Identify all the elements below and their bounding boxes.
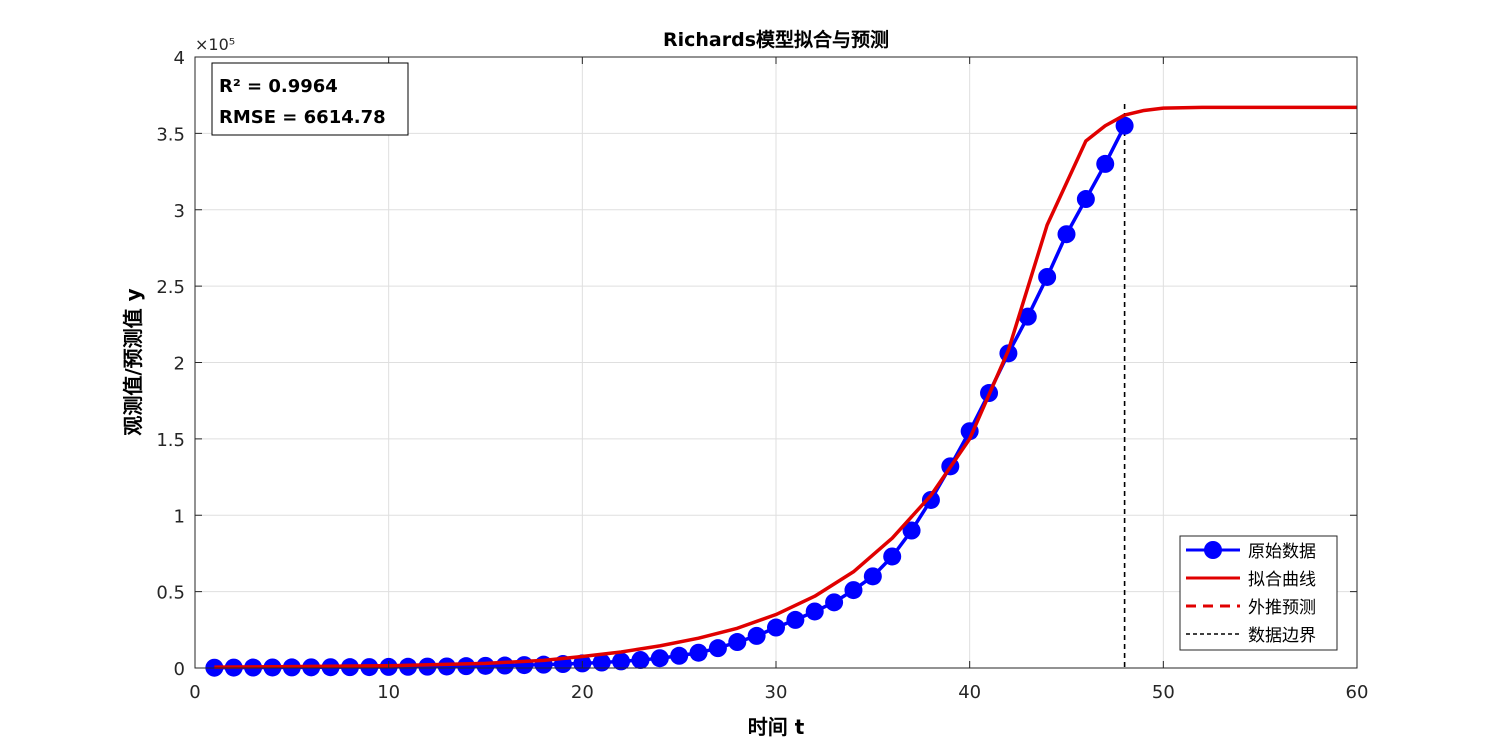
y-tick-label: 1: [174, 506, 185, 527]
y-tick-label: 0.5: [156, 583, 185, 604]
stats-box: [211, 62, 409, 136]
x-tick-label: 40: [958, 682, 981, 703]
y-tick-label: 3: [174, 201, 185, 222]
raw-data-point: [767, 618, 785, 637]
chart-title: Richards模型拟合与预测: [663, 28, 889, 51]
raw-data-point: [457, 657, 476, 676]
grid: [195, 57, 1357, 668]
raw-data-point: [592, 653, 611, 672]
raw-data-point: [902, 521, 921, 540]
x-tick-label: 20: [571, 682, 594, 703]
raw-data-point: [844, 581, 863, 600]
x-tick-label: 60: [1346, 682, 1369, 703]
raw-data-point: [437, 657, 456, 676]
raw-data-point: [1115, 116, 1134, 135]
legend-label-data-boundary: 数据边界: [1248, 626, 1316, 646]
raw-data-point: [863, 567, 882, 586]
y-tick-label: 4: [174, 48, 185, 69]
raw-data-point: [515, 656, 534, 675]
raw-data-point: [747, 626, 766, 645]
rmse-label: RMSE = 6614.78: [219, 107, 386, 128]
legend: 原始数据 拟合曲线 外推预测 数据边界: [1179, 535, 1338, 651]
x-tick-label: 50: [1152, 682, 1175, 703]
raw-data-point: [921, 490, 940, 509]
legend-label-raw-data: 原始数据: [1248, 542, 1316, 562]
raw-data-point: [1038, 267, 1057, 286]
y-tick-label: 3.5: [156, 124, 185, 145]
raw-data-point: [689, 643, 708, 662]
x-tick-label: 0: [189, 682, 200, 703]
extrapolation-line: [1124, 105, 1357, 117]
plot-content: [205, 104, 1357, 677]
x-axis-label: 时间 t: [748, 715, 805, 739]
legend-label-fit-curve: 拟合曲线: [1248, 570, 1316, 590]
y-tick-label: 1.5: [156, 430, 185, 451]
raw-data-point: [495, 656, 514, 675]
raw-data-point: [708, 639, 727, 658]
raw-data-point: [418, 657, 437, 676]
raw-data-point: [476, 656, 495, 675]
raw-data-point: [1076, 190, 1095, 209]
raw-data-point: [883, 547, 902, 566]
y-tick-label: 0: [174, 659, 185, 680]
legend-label-extrapolation: 外推预测: [1248, 598, 1316, 618]
raw-data-point: [805, 602, 824, 621]
y-exponent-label: ×10⁵: [195, 35, 235, 54]
legend-swatch-raw-data-marker: [1204, 541, 1222, 559]
fit-curve-line: [214, 113, 1126, 669]
raw-data-point: [631, 651, 650, 670]
y-tick-label: 2: [174, 354, 185, 375]
raw-data-point: [1018, 307, 1037, 326]
raw-data-point: [650, 649, 669, 668]
stats-annotation: R² = 0.9964 RMSE = 6614.78: [211, 62, 409, 136]
raw-data-point: [728, 633, 747, 652]
x-tick-label: 30: [765, 682, 788, 703]
raw-data-point: [1057, 225, 1076, 244]
raw-data-point: [825, 593, 844, 612]
raw-data-point: [786, 610, 805, 629]
x-tick-label: 10: [377, 682, 400, 703]
y-axis-label: 观测值/预测值 y: [121, 288, 145, 435]
r-squared-label: R² = 0.9964: [219, 76, 338, 97]
raw-data-point: [1096, 154, 1115, 173]
raw-data-point: [670, 646, 689, 665]
y-tick-label: 2.5: [156, 277, 185, 298]
raw-data-point: [612, 652, 631, 671]
ticks: 0 10 20 30 40 50 60 0 0.5 1 1.5 2 2.5 3 3.5 4: [156, 48, 1368, 703]
